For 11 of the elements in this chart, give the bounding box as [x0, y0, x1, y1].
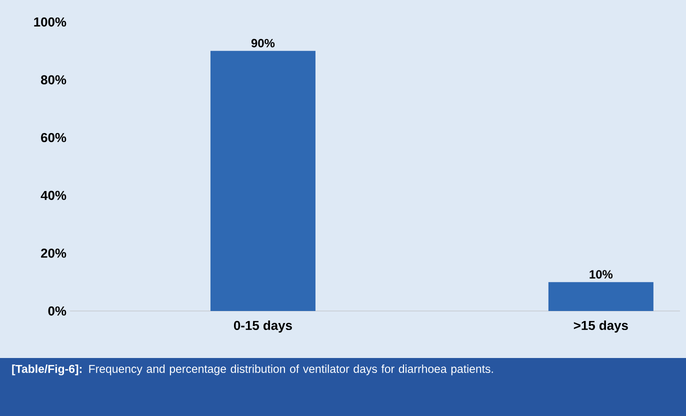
- y-tick-label: 20%: [41, 248, 66, 258]
- y-tick-label: 0%: [48, 306, 66, 316]
- data-label: 90%: [251, 38, 275, 48]
- y-tick-label: 80%: [40, 75, 66, 84]
- x-tick-label: >15 days: [574, 320, 628, 333]
- y-tick-label: 100%: [34, 17, 66, 27]
- text: [Table/Fig-6]: Frequency and percentage distribution of ventilator days for diarrhoea patients.: [12, 364, 493, 376]
- y-tick-label: 40%: [40, 190, 66, 200]
- y-tick-label: 60%: [41, 133, 66, 142]
- x-tick-label: 0-15 days: [234, 320, 292, 333]
- data-label: 10%: [590, 270, 613, 279]
